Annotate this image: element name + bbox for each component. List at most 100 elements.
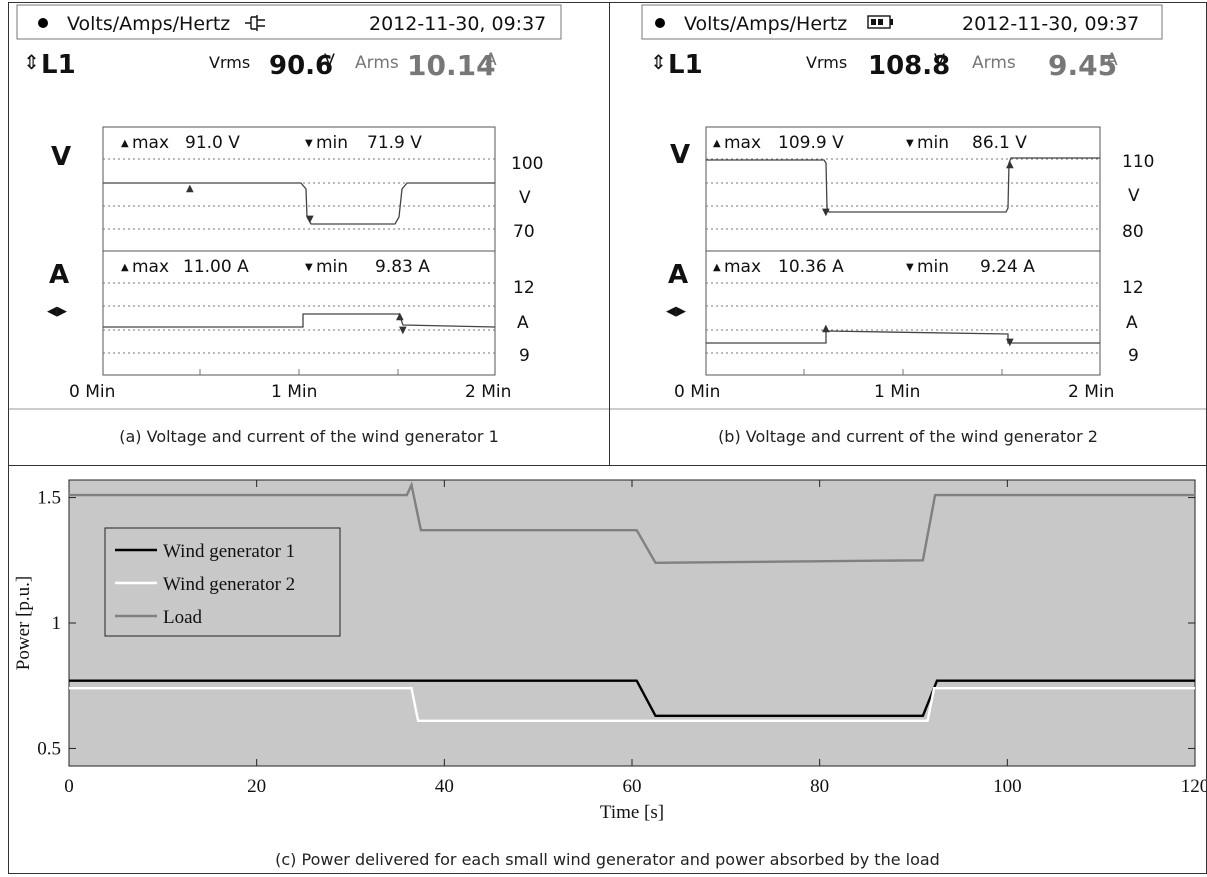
meter-b-x-tick-2: 2 Min <box>1068 382 1114 402</box>
meter-a-vrms-value: 90.6 <box>269 51 333 81</box>
meter-a-v-scale-unit: V <box>519 188 531 208</box>
meter-b-amin-label: min <box>917 257 949 277</box>
meter-b-x-tick-1: 1 Min <box>874 382 920 402</box>
svg-text:▲: ▲ <box>396 311 404 322</box>
meter-a-screen: Volts/Amps/Hertz 2012-11-30, 09:37 ⇕ L1 … <box>9 4 609 410</box>
meter-a-voltage-trace <box>103 182 495 225</box>
meter-b-phase: L1 <box>668 50 703 80</box>
y-tick-label: 1.5 <box>37 488 61 509</box>
x-tick-label: 20 <box>247 776 266 797</box>
meter-b-arms-unit: A <box>1106 50 1118 70</box>
meter-a-phase: L1 <box>41 50 76 80</box>
meter-b-voltage-trace <box>706 157 1100 213</box>
meter-b-a-scale-top: 12 <box>1122 278 1144 298</box>
series-line-load <box>69 481 1195 565</box>
meter-b-amax: 10.36 A <box>778 257 844 277</box>
x-tick-label: 40 <box>435 776 454 797</box>
y-tick-label: 1 <box>52 613 62 634</box>
meter-b-screen: Volts/Amps/Hertz 2012-11-30, 09:37 ⇕ L1 … <box>610 4 1206 410</box>
x-tick-label: 120 <box>1181 776 1206 797</box>
meter-b-datetime: 2012-11-30, 09:37 <box>962 13 1139 35</box>
meter-a-a-scale-bottom: 9 <box>519 346 530 366</box>
svg-text:▲: ▲ <box>1006 159 1014 170</box>
meter-a-x-tick-1: 1 Min <box>271 382 317 402</box>
svg-text:▼: ▼ <box>906 262 914 273</box>
x-tick-label: 0 <box>64 776 74 797</box>
meter-a-vmax: 91.0 V <box>185 133 240 153</box>
meter-b-a-scale-unit: A <box>1126 313 1138 333</box>
meter-b-v-scale-top: 110 <box>1122 152 1154 172</box>
meter-a-vmin: 71.9 V <box>367 133 422 153</box>
series-line-wind-generator-1 <box>69 679 1195 718</box>
caption-a: (a) Voltage and current of the wind gene… <box>119 427 499 446</box>
svg-text:▼: ▼ <box>305 262 313 273</box>
power-chart: 0 20 40 60 80 100 120 0.5 1 1.5 Wind generator 1 W… <box>13 479 1207 823</box>
meter-b-a-scale-bottom: 9 <box>1128 346 1139 366</box>
y-tick-label: 0.5 <box>37 738 61 759</box>
meter-a-a-scale-unit: A <box>517 313 529 333</box>
caption-b: (b) Voltage and current of the wind gene… <box>718 427 1098 446</box>
meter-a-amin-label: min <box>316 257 348 277</box>
meter-b-vmin: 86.1 V <box>972 133 1027 153</box>
meter-b-current-trace <box>706 330 1100 344</box>
svg-text:▼: ▼ <box>306 214 314 225</box>
meter-a-amax-label: max <box>132 257 169 277</box>
legend-label: Load <box>163 607 203 628</box>
meter-b-vrms-value: 108.8 <box>868 51 950 81</box>
pan-arrows-icon[interactable]: ◀▶ <box>47 304 67 319</box>
svg-text:▲: ▲ <box>822 323 830 334</box>
meter-a-a-scale-top: 12 <box>513 278 535 298</box>
meter-a-arms-value: 10.14 <box>407 49 496 82</box>
meter-a-x-tick-2: 2 Min <box>465 382 511 402</box>
meter-a-x-tick-0: 0 Min <box>69 382 115 402</box>
battery-icon <box>867 15 893 29</box>
meter-a-arms-label: Arms <box>355 53 399 73</box>
meter-a-current-trace <box>103 313 496 328</box>
svg-text:▲: ▲ <box>121 262 129 273</box>
meter-b-arms-value: 9.45 <box>1048 49 1117 82</box>
meter-b-vrms-label: Vrms <box>806 53 847 72</box>
meter-a-v-symbol: V <box>51 142 71 172</box>
meter-a-a-plot <box>102 250 496 376</box>
meter-a-a-symbol: A <box>49 260 69 290</box>
meter-b-v-plot <box>705 126 1101 252</box>
meter-a-datetime: 2012-11-30, 09:37 <box>369 13 546 35</box>
meter-a-amin: 9.83 A <box>375 257 430 277</box>
meter-a-arms-unit: A <box>485 50 497 70</box>
meter-a-v-scale-top: 100 <box>511 154 543 174</box>
caption-c: (c) Power delivered for each small wind … <box>275 850 940 869</box>
meter-b-a-symbol: A <box>668 260 688 290</box>
meter-a-v-scale-bottom: 70 <box>513 222 535 242</box>
meter-b-vmax-label: max <box>724 133 761 153</box>
x-axis-label: Time [s] <box>600 802 664 823</box>
meter-a-vrms-label: Vrms <box>209 53 250 72</box>
meter-b-a-plot <box>705 250 1101 376</box>
x-tick-label: 100 <box>993 776 1022 797</box>
record-dot-icon <box>655 18 665 28</box>
svg-text:▲: ▲ <box>713 138 721 149</box>
record-dot-icon <box>38 18 48 28</box>
panel-c: 0 20 40 60 80 100 120 0.5 1 1.5 Wind generator 1 W… <box>8 465 1207 874</box>
svg-text:▼: ▼ <box>305 138 313 149</box>
phase-toggle-icon[interactable]: ⇕ <box>23 50 40 74</box>
svg-text:▼: ▼ <box>1006 337 1014 348</box>
meter-a-amax: 11.00 A <box>183 257 249 277</box>
svg-text:▼: ▼ <box>822 207 830 218</box>
pan-arrows-icon[interactable]: ◀▶ <box>666 304 686 319</box>
meter-b-vmax: 109.9 V <box>778 133 844 153</box>
svg-text:▲: ▲ <box>186 183 194 194</box>
svg-text:▲: ▲ <box>121 138 129 149</box>
meter-a-vrms-unit: V <box>324 50 335 69</box>
meter-b-v-symbol: V <box>670 140 690 170</box>
x-tick-label: 60 <box>623 776 642 797</box>
meter-b-vrms-unit: V <box>934 50 945 69</box>
series-line-wind-generator-2 <box>69 686 1195 723</box>
meter-b-vmin-label: min <box>917 133 949 153</box>
y-axis-label: Power [p.u.] <box>13 576 34 670</box>
meter-b-v-scale-unit: V <box>1128 186 1140 206</box>
meter-b-amax-label: max <box>724 257 761 277</box>
meter-a-vmin-label: min <box>316 133 348 153</box>
meter-a-title: Volts/Amps/Hertz <box>67 13 230 35</box>
x-tick-label: 80 <box>810 776 829 797</box>
phase-toggle-icon[interactable]: ⇕ <box>650 50 667 74</box>
